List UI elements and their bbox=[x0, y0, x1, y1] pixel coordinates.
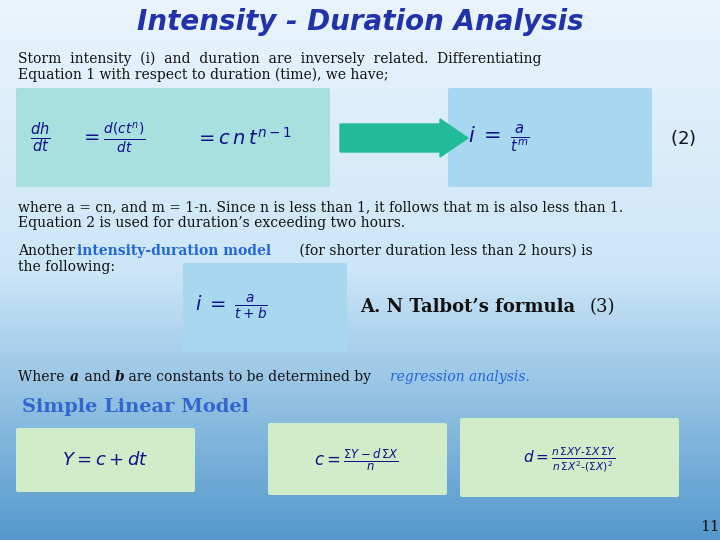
Text: $\frac{dh}{dt}$: $\frac{dh}{dt}$ bbox=[30, 121, 50, 156]
Text: $Y = c + dt$: $Y = c + dt$ bbox=[62, 451, 148, 469]
FancyBboxPatch shape bbox=[460, 418, 679, 497]
Text: $c = \frac{\Sigma Y - d\,\Sigma X}{n}$: $c = \frac{\Sigma Y - d\,\Sigma X}{n}$ bbox=[315, 447, 400, 473]
FancyBboxPatch shape bbox=[183, 263, 347, 352]
Text: $i \;=\; \frac{a}{t+b}$: $i \;=\; \frac{a}{t+b}$ bbox=[195, 293, 268, 321]
Text: are constants to be determined by: are constants to be determined by bbox=[124, 370, 375, 384]
Text: intensity-duration model: intensity-duration model bbox=[77, 244, 271, 258]
Text: $i \;=\; \frac{a}{t^m}$: $i \;=\; \frac{a}{t^m}$ bbox=[468, 122, 530, 154]
Text: A. N Talbot’s formula: A. N Talbot’s formula bbox=[360, 298, 575, 316]
Text: $(2)$: $(2)$ bbox=[670, 128, 696, 148]
Text: Intensity - Duration Analysis: Intensity - Duration Analysis bbox=[137, 8, 583, 36]
FancyBboxPatch shape bbox=[448, 88, 652, 187]
FancyBboxPatch shape bbox=[16, 428, 195, 492]
FancyArrow shape bbox=[340, 119, 468, 157]
Text: $=\frac{d(ct^n)}{dt}$: $=\frac{d(ct^n)}{dt}$ bbox=[80, 120, 145, 156]
Text: (3): (3) bbox=[590, 298, 616, 316]
Text: and: and bbox=[80, 370, 115, 384]
Text: Another: Another bbox=[18, 244, 79, 258]
FancyBboxPatch shape bbox=[268, 423, 447, 495]
Text: $d = \frac{n\,\Sigma XY\text{-}\Sigma X\,\Sigma Y}{n\,\Sigma X^2\text{-}(\Sigma : $d = \frac{n\,\Sigma XY\text{-}\Sigma X\… bbox=[523, 446, 616, 474]
Text: $= c\,n\,t^{n-1}$: $= c\,n\,t^{n-1}$ bbox=[195, 127, 292, 149]
Text: Storm  intensity  (i)  and  duration  are  inversely  related.  Differentiating: Storm intensity (i) and duration are inv… bbox=[18, 52, 541, 66]
Text: Where: Where bbox=[18, 370, 69, 384]
Text: Equation 2 is used for duration’s exceeding two hours.: Equation 2 is used for duration’s exceed… bbox=[18, 216, 405, 230]
Text: (for shorter duration less than 2 hours) is: (for shorter duration less than 2 hours)… bbox=[295, 244, 593, 258]
Text: Equation 1 with respect to duration (time), we have;: Equation 1 with respect to duration (tim… bbox=[18, 68, 389, 83]
Text: a: a bbox=[70, 370, 79, 384]
FancyBboxPatch shape bbox=[16, 88, 330, 187]
Text: b: b bbox=[115, 370, 125, 384]
Text: where a = cn, and m = 1-n. Since n is less than 1, it follows that m is also les: where a = cn, and m = 1-n. Since n is le… bbox=[18, 200, 623, 214]
Text: regression analysis.: regression analysis. bbox=[390, 370, 530, 384]
Text: the following:: the following: bbox=[18, 260, 115, 274]
Text: Simple Linear Model: Simple Linear Model bbox=[22, 398, 249, 416]
Text: 11: 11 bbox=[700, 520, 719, 534]
